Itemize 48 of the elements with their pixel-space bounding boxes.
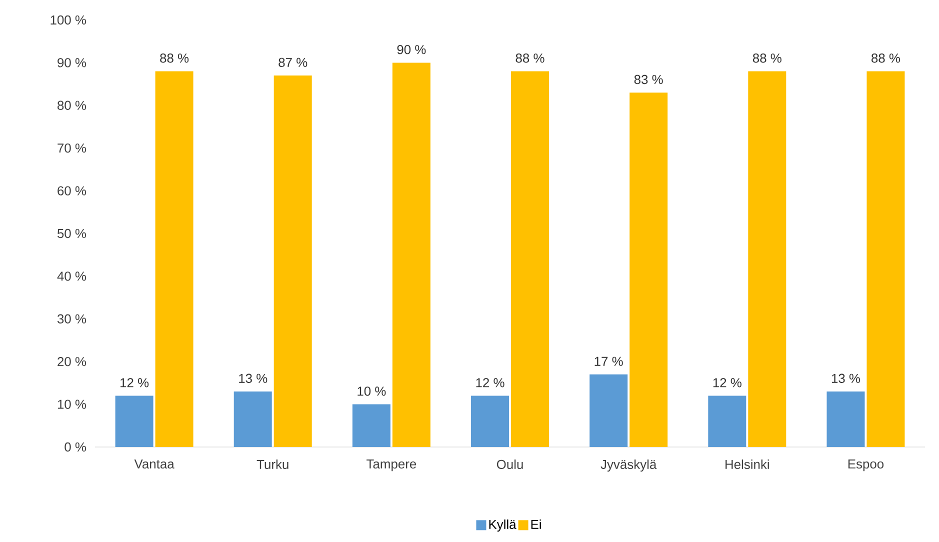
y-tick-label: 50 % [57,228,86,238]
bar [708,396,746,447]
data-label: 12 % [120,378,149,388]
y-tick-label: 80 % [58,100,86,110]
data-label: 12 % [476,378,504,388]
bar [511,71,549,447]
data-label: 88 % [160,54,189,63]
x-tick-label: Turku [256,460,288,470]
y-tick-label: 20 % [58,357,86,366]
data-label: 90 % [397,45,426,54]
y-tick-label: 40 % [57,272,86,281]
bar [630,92,668,447]
x-tick-label: Oulu [496,460,523,470]
data-label: 88 % [516,54,544,63]
data-label: 17 % [594,356,623,366]
x-tick-label: Tampere [366,460,416,472]
legend-label: Ei [531,520,541,529]
data-label: 13 % [832,374,860,383]
x-tick-label: Helsinki [726,460,769,470]
data-label: 12 % [713,378,742,388]
y-tick-label: 60 % [58,186,86,196]
bar [115,396,154,447]
data-label: 87 % [278,58,308,67]
y-tick-label: 10 % [58,400,86,409]
x-tick-label: Espoo [848,460,884,472]
y-tick-label: 70 % [58,144,86,153]
data-label: 10 % [358,386,386,396]
bar [866,71,905,447]
data-label: 88 % [872,54,900,63]
data-label: 83 % [634,74,663,84]
bar [826,391,865,447]
data-label: 88 % [752,54,782,63]
x-tick-label: Jyväskylä [600,460,657,472]
bar [590,374,628,447]
data-label: 13 % [239,374,268,383]
y-tick-label: 0 % [64,442,86,452]
bar [352,404,390,447]
y-tick-label: 100 % [50,15,86,25]
bar [392,62,430,447]
x-tick-label: Vantaa [134,460,174,469]
y-tick-label: 30 % [57,314,86,324]
bar [155,71,194,447]
bar [274,76,312,447]
y-tick-label: 90 % [58,58,86,68]
legend-label: Kyllä [489,520,516,532]
bar [234,391,272,447]
bar [748,71,786,447]
bar [471,396,510,447]
